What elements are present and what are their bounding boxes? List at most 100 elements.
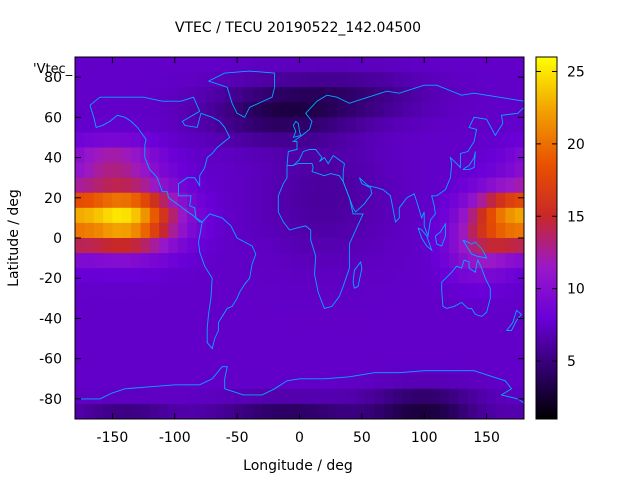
heatmap-cell — [159, 102, 170, 118]
heatmap-cell — [467, 177, 478, 194]
heatmap-cell — [252, 358, 263, 375]
colorbar-ticks: 5 10 15 20 25 — [536, 64, 585, 370]
heatmap-cell — [458, 177, 469, 194]
heatmap-cell — [149, 117, 160, 134]
heatmap-cell — [411, 328, 422, 345]
heatmap-cell — [252, 192, 263, 209]
heatmap-cell — [430, 87, 441, 103]
heatmap-cell — [336, 358, 347, 375]
heatmap-cell — [421, 177, 432, 194]
heatmap-cell — [449, 388, 460, 405]
heatmap-cell — [243, 313, 254, 330]
heatmap-cell — [149, 102, 160, 118]
heatmap-cell — [355, 192, 366, 209]
colorbar-tick-label: 10 — [567, 282, 585, 298]
heatmap-cell — [514, 162, 524, 179]
heatmap-cell — [393, 162, 403, 179]
heatmap-cell — [93, 102, 104, 118]
heatmap-cell — [383, 207, 394, 224]
heatmap-cell — [252, 298, 263, 315]
heatmap-cell — [243, 238, 254, 254]
heatmap-cell — [84, 57, 95, 73]
heatmap-cell — [383, 57, 394, 73]
heatmap-cell — [364, 192, 375, 209]
heatmap-cell — [327, 57, 338, 73]
heatmap-cell — [514, 328, 524, 345]
heatmap-cell — [393, 238, 403, 254]
heatmap-cell — [393, 343, 403, 360]
heatmap-cell — [75, 72, 85, 88]
heatmap-cell — [271, 72, 282, 88]
heatmap-cell — [514, 253, 524, 269]
heatmap-cell — [271, 343, 282, 360]
heatmap-cell — [439, 117, 450, 134]
coastline — [286, 84, 524, 166]
heatmap-cell — [318, 162, 329, 179]
heatmap-cell — [224, 162, 235, 179]
heatmap-cell — [75, 358, 85, 375]
heatmap-cell — [280, 132, 291, 149]
heatmap-cell — [477, 222, 488, 239]
heatmap-cell — [140, 373, 151, 390]
heatmap-cell — [458, 283, 469, 299]
heatmap-cell — [93, 87, 104, 103]
heatmap-cell — [149, 177, 160, 194]
heatmap-cell — [505, 117, 516, 134]
heatmap-cell — [262, 358, 273, 375]
y-tick-label: -40 — [39, 311, 62, 327]
heatmap-cell — [449, 192, 460, 209]
heatmap-cell — [318, 403, 329, 419]
heatmap-cell — [290, 87, 301, 103]
heatmap-cell — [430, 117, 441, 134]
heatmap-cell — [514, 57, 524, 73]
x-axis-label: Longitude / deg — [243, 458, 353, 474]
heatmap-cell — [205, 328, 216, 345]
heatmap-cell — [458, 162, 469, 179]
heatmap-cell — [159, 72, 170, 88]
heatmap-cell — [243, 268, 254, 284]
heatmap-cell — [318, 328, 329, 345]
heatmap-cell — [112, 162, 123, 179]
heatmap-cell — [140, 222, 151, 239]
heatmap-cell — [439, 253, 450, 269]
heatmap-cell — [421, 147, 432, 164]
heatmap-cell — [495, 328, 506, 345]
heatmap-cell — [308, 192, 319, 209]
heatmap-cell — [402, 147, 413, 164]
heatmap-cell — [430, 132, 441, 149]
heatmap-cell — [393, 313, 403, 330]
heatmap-cell — [411, 117, 422, 134]
heatmap-cell — [458, 222, 469, 239]
heatmap-cell — [121, 253, 132, 269]
heatmap-cell — [280, 87, 291, 103]
heatmap-cell — [374, 117, 385, 134]
heatmap-cell — [411, 388, 422, 405]
heatmap-cell — [75, 238, 85, 254]
heatmap-cell — [364, 373, 375, 390]
heatmap-cell — [290, 147, 301, 164]
heatmap-cell — [477, 358, 488, 375]
heatmap-cell — [318, 343, 329, 360]
heatmap-cell — [271, 132, 282, 149]
heatmap-cell — [299, 238, 310, 254]
heatmap-cell — [215, 268, 226, 284]
heatmap-cell — [93, 177, 104, 194]
heatmap-cell — [439, 373, 450, 390]
heatmap-cell — [215, 328, 226, 345]
heatmap-cell — [505, 72, 516, 88]
heatmap-cell — [252, 328, 263, 345]
heatmap-cell — [514, 238, 524, 254]
heatmap-cell — [131, 343, 142, 360]
heatmap-cell — [234, 328, 244, 345]
heatmap-cell — [224, 102, 235, 118]
heatmap-cell — [439, 192, 450, 209]
heatmap-cell — [149, 283, 160, 299]
heatmap-cell — [486, 343, 497, 360]
heatmap-cell — [177, 57, 188, 73]
heatmap-cell — [393, 283, 403, 299]
heatmap-cell — [75, 207, 85, 224]
heatmap-cell — [411, 72, 422, 88]
heatmap-cell — [215, 283, 226, 299]
heatmap-cell — [383, 283, 394, 299]
heatmap-cell — [364, 313, 375, 330]
